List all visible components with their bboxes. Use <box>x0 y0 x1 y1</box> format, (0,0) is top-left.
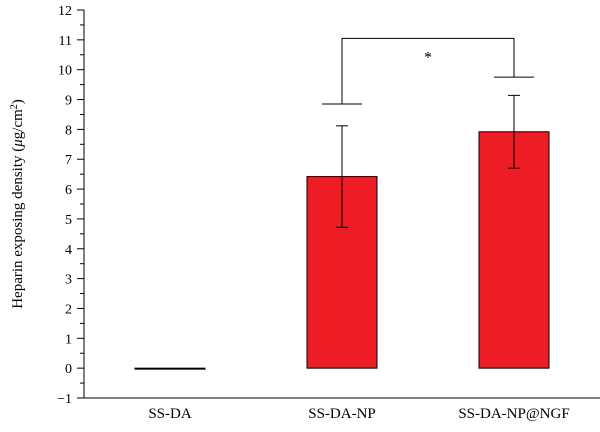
y-tick-label: −1 <box>57 392 72 407</box>
y-tick-label: 10 <box>58 64 72 79</box>
significance-star: * <box>424 49 432 66</box>
y-tick-label: 11 <box>59 34 72 49</box>
y-tick-label: 8 <box>65 123 72 138</box>
y-tick-label: 2 <box>65 302 72 317</box>
x-axis-labels: SS-DA SS-DA-NP SS-DA-NP@NGF <box>148 406 569 422</box>
bar-ss-da <box>134 367 206 370</box>
y-axis-title-close: ) <box>10 99 26 104</box>
y-axis-title-unit: g/cm <box>10 109 26 139</box>
y-tick-label: 7 <box>65 153 72 168</box>
y-axis-title-superscript: 2 <box>9 104 20 109</box>
y-tick-label: 9 <box>65 94 72 109</box>
y-axis-title-mu: μ <box>10 139 26 148</box>
y-axis-title: Heparin exposing density (μg/cm2) <box>9 99 27 309</box>
x-tick-label: SS-DA-NP <box>308 406 376 422</box>
bracket-line <box>341 37 515 105</box>
error-bars <box>336 94 520 228</box>
y-axis-title-main: Heparin exposing density ( <box>10 147 26 309</box>
significance-bracket: * <box>322 37 534 105</box>
y-tick-label: 6 <box>65 183 72 198</box>
y-tick-label: 12 <box>58 4 72 19</box>
y-tick-label: 0 <box>65 362 72 377</box>
bar-ss-da-np-ngf <box>478 131 550 369</box>
y-tick-label: 1 <box>65 332 72 347</box>
bars <box>134 131 550 370</box>
y-tick-label: 3 <box>65 273 72 288</box>
y-tick-label: 4 <box>65 243 72 258</box>
x-tick-label: SS-DA-NP@NGF <box>458 406 569 422</box>
x-tick-label: SS-DA <box>148 406 192 422</box>
y-tick-label: 5 <box>65 213 72 228</box>
